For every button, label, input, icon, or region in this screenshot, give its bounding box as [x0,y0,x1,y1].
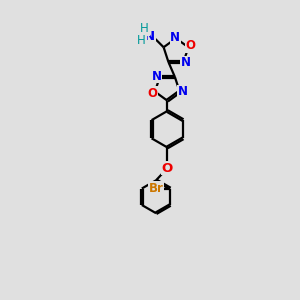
Text: O: O [185,39,195,52]
Text: H: H [137,34,146,47]
Text: O: O [147,87,158,100]
Text: N: N [178,85,188,98]
Text: N: N [152,70,162,83]
Text: Br: Br [149,182,164,195]
Text: H: H [140,22,149,35]
Text: N: N [181,56,191,69]
Text: O: O [162,162,173,175]
Text: N: N [144,29,155,43]
Text: N: N [170,31,180,44]
